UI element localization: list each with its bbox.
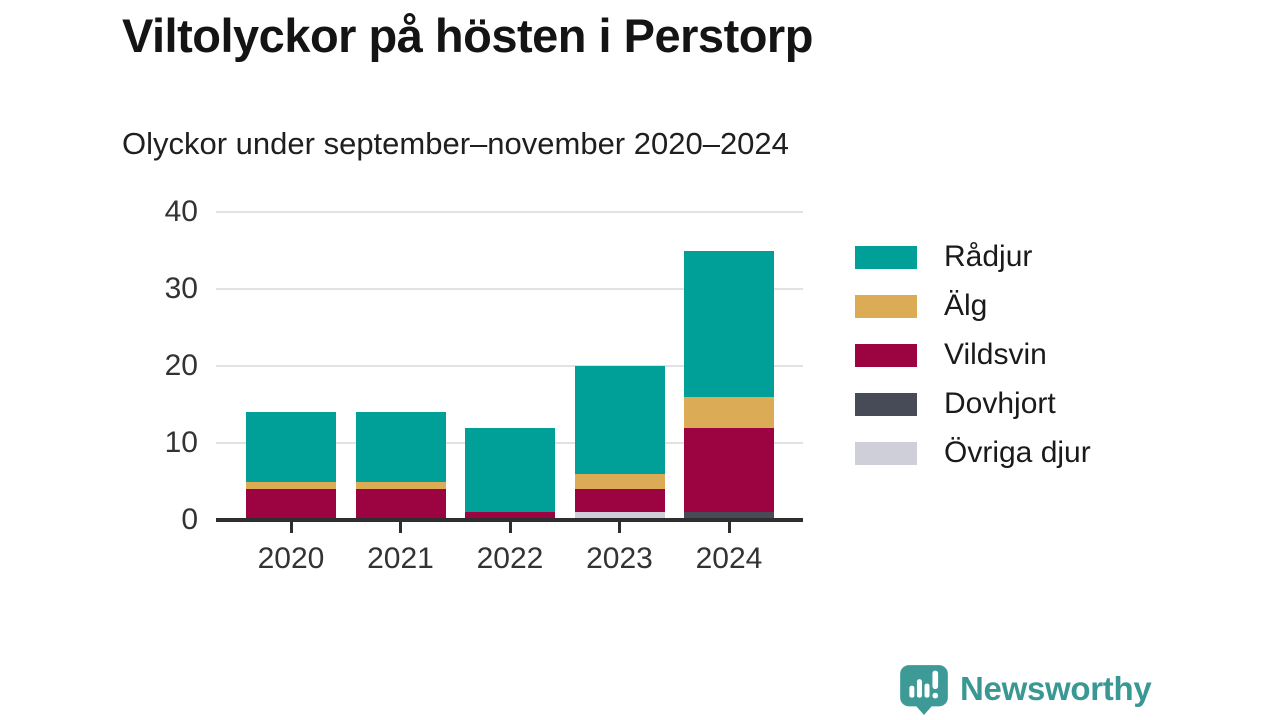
gridline-40 bbox=[216, 211, 803, 213]
gridline-20 bbox=[216, 365, 803, 367]
legend-label: Rådjur bbox=[944, 240, 1033, 273]
brand-footer: Newsworthy bbox=[898, 663, 1152, 715]
x-axis-line bbox=[216, 518, 803, 522]
bar-segment-2021-vildsvin bbox=[355, 489, 446, 520]
legend-swatch-dovhjort bbox=[855, 392, 917, 416]
x-axis-tickmark-2020 bbox=[289, 522, 293, 533]
bar-segment-2022-r-djur bbox=[465, 427, 555, 513]
legend-item--vriga-djur: Övriga djur bbox=[855, 435, 1091, 471]
bar-segment-2020-vildsvin bbox=[246, 489, 336, 520]
bar-segment-2024-r-djur bbox=[684, 250, 774, 397]
x-axis-tickmark-2021 bbox=[399, 522, 402, 533]
legend-label: Vildsvin bbox=[944, 338, 1047, 371]
bar-segment-2024-vildsvin bbox=[684, 427, 774, 513]
x-axis-tickmark-2022 bbox=[508, 522, 512, 533]
y-axis-tick-10: 10 bbox=[164, 426, 198, 459]
x-axis-label-2020: 2020 bbox=[257, 542, 325, 575]
bar-segment-2022-vildsvin bbox=[465, 512, 555, 520]
legend-label: Dovhjort bbox=[944, 387, 1056, 420]
chart-title: Viltolyckor på hösten i Perstorp bbox=[122, 9, 813, 62]
legend-item--lg: Älg bbox=[855, 288, 1091, 324]
legend-label: Älg bbox=[944, 289, 988, 322]
bar-segment-2023-vildsvin bbox=[574, 489, 665, 513]
newsworthy-logo-icon bbox=[898, 663, 950, 715]
brand-name: Newsworthy bbox=[960, 670, 1152, 707]
x-axis-label-2021: 2021 bbox=[367, 542, 434, 575]
bar-segment-2023-r-djur bbox=[574, 366, 665, 474]
legend-swatch-r-djur bbox=[855, 245, 917, 269]
bar-segment-2024--lg bbox=[684, 396, 774, 428]
legend-swatch--vriga-djur bbox=[855, 441, 917, 465]
x-axis-label-2023: 2023 bbox=[586, 542, 653, 575]
plot-area: 0 10 20 30 40 2020 2021 2022 2023 2024 bbox=[165, 195, 803, 575]
x-axis-tickmark-2023 bbox=[618, 522, 621, 533]
legend-item-r-djur: Rådjur bbox=[855, 239, 1091, 275]
y-axis-tick-20: 20 bbox=[164, 349, 198, 382]
bar-segment-2020--lg bbox=[246, 481, 336, 490]
x-axis-label-2022: 2022 bbox=[476, 542, 544, 575]
legend-item-vildsvin: Vildsvin bbox=[855, 337, 1091, 373]
y-axis-tick-0: 0 bbox=[181, 503, 198, 536]
legend-swatch--lg bbox=[855, 294, 917, 318]
legend-swatch-vildsvin bbox=[855, 343, 917, 367]
bar-segment-2021-r-djur bbox=[355, 412, 446, 482]
bar-segment-2020-r-djur bbox=[246, 412, 336, 482]
x-axis-label-2024: 2024 bbox=[695, 542, 763, 575]
bar-segment-2023--vriga-djur bbox=[574, 512, 665, 520]
gridline-30 bbox=[216, 288, 803, 290]
y-axis-tick-30: 30 bbox=[164, 272, 198, 305]
bar-segment-2024-dovhjort bbox=[684, 512, 774, 520]
legend-item-dovhjort: Dovhjort bbox=[855, 386, 1091, 422]
legend-label: Övriga djur bbox=[944, 436, 1091, 469]
bar-segment-2023--lg bbox=[574, 473, 665, 490]
legend: Rådjur Älg Vildsvin Dovhjort Övriga djur bbox=[855, 239, 1091, 471]
chart-subtitle: Olyckor under september–november 2020–20… bbox=[122, 126, 789, 161]
y-axis-tick-40: 40 bbox=[164, 195, 198, 228]
bar-segment-2021--lg bbox=[355, 481, 446, 490]
x-axis-tickmark-2024 bbox=[727, 522, 731, 533]
